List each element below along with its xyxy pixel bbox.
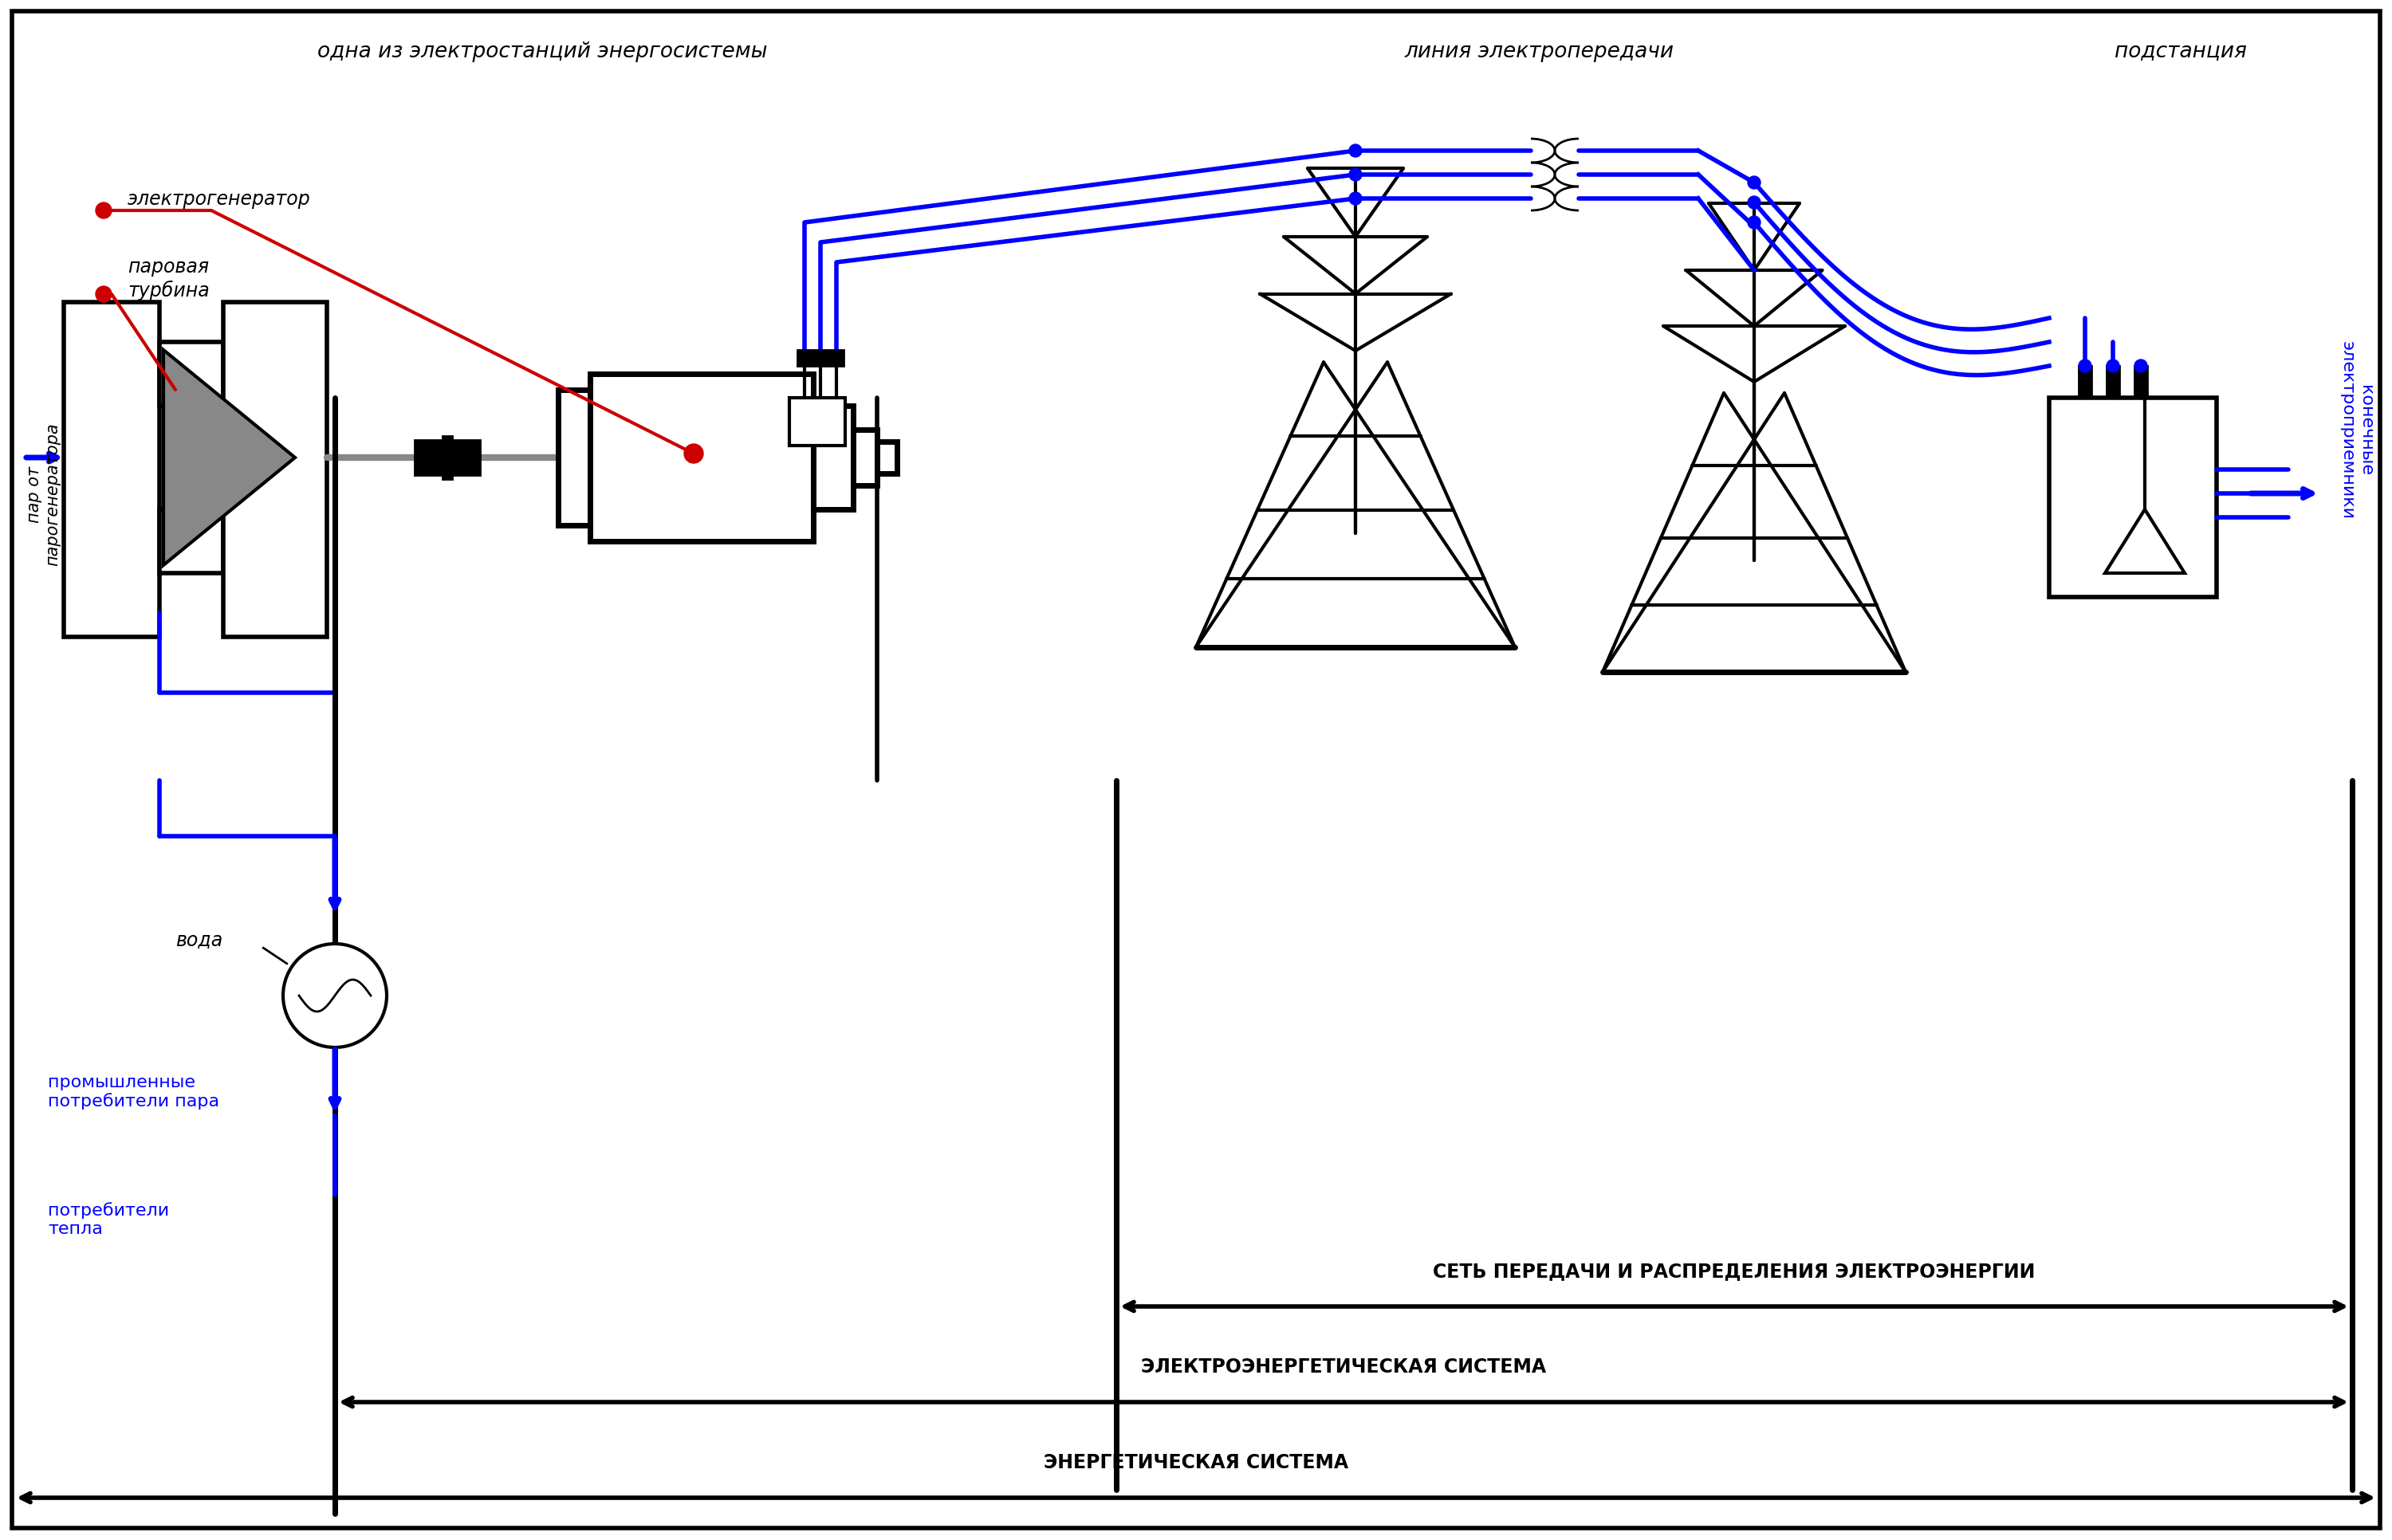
Bar <box>414 440 443 476</box>
Bar <box>854 430 878 487</box>
Circle shape <box>1349 145 1361 157</box>
Circle shape <box>1749 217 1761 229</box>
Bar <box>2009 25 2351 781</box>
Polygon shape <box>2105 510 2184 573</box>
Circle shape <box>2134 360 2148 373</box>
Bar <box>222 303 328 638</box>
Text: СЕТЬ ПЕРЕДАЧИ И РАСПРЕДЕЛЕНИЯ ЭЛЕКТРОЭНЕРГИИ: СЕТЬ ПЕРЕДАЧИ И РАСПРЕДЕЛЕНИЯ ЭЛЕКТРОЭНЕ… <box>1433 1261 2036 1280</box>
Circle shape <box>684 445 703 464</box>
Text: потребители
тепла: потребители тепла <box>48 1201 170 1237</box>
Bar <box>2107 367 2119 399</box>
Bar <box>557 390 591 525</box>
Bar <box>160 342 222 407</box>
Bar <box>591 374 813 542</box>
Bar <box>452 440 481 476</box>
Circle shape <box>1749 177 1761 189</box>
Circle shape <box>96 286 112 303</box>
Text: электрогенератор: электрогенератор <box>127 189 311 209</box>
Text: линия электропередачи: линия электропередачи <box>1404 42 1674 62</box>
Circle shape <box>2107 360 2119 373</box>
Circle shape <box>96 203 112 219</box>
Circle shape <box>1749 197 1761 209</box>
Bar <box>2134 367 2148 399</box>
Circle shape <box>1349 169 1361 182</box>
Bar <box>789 399 844 447</box>
Bar <box>1117 25 1961 781</box>
Bar <box>2079 367 2091 399</box>
Text: одна из электростанций энергосистемы: одна из электростанций энергосистемы <box>318 42 768 62</box>
Text: подстанция: подстанция <box>2115 42 2246 62</box>
Bar <box>797 351 811 367</box>
Text: ЭЛЕКТРОЭНЕРГЕТИЧЕСКАЯ СИСТЕМА: ЭЛЕКТРОЭНЕРГЕТИЧЕСКАЯ СИСТЕМА <box>1141 1357 1545 1375</box>
Bar <box>160 510 222 573</box>
Bar <box>813 407 854 510</box>
Bar <box>813 351 828 367</box>
Text: пар от
парогенератора: пар от парогенератора <box>26 422 62 565</box>
Bar <box>443 436 452 479</box>
Circle shape <box>2079 360 2091 373</box>
Circle shape <box>1349 192 1361 205</box>
Bar <box>830 351 844 367</box>
Bar <box>24 25 1084 781</box>
Bar <box>878 442 897 474</box>
Polygon shape <box>163 351 294 565</box>
Bar <box>2050 399 2217 598</box>
Bar <box>65 303 160 638</box>
Text: конечные
электроприемники: конечные электроприемники <box>2339 340 2373 519</box>
Text: промышленные
потребители пара: промышленные потребители пара <box>48 1073 220 1109</box>
Text: вода: вода <box>175 930 222 950</box>
Text: паровая
турбина: паровая турбина <box>127 257 210 300</box>
Text: ЭНЕРГЕТИЧЕСКАЯ СИСТЕМА: ЭНЕРГЕТИЧЕСКАЯ СИСТЕМА <box>1043 1452 1349 1472</box>
Circle shape <box>282 944 388 1047</box>
